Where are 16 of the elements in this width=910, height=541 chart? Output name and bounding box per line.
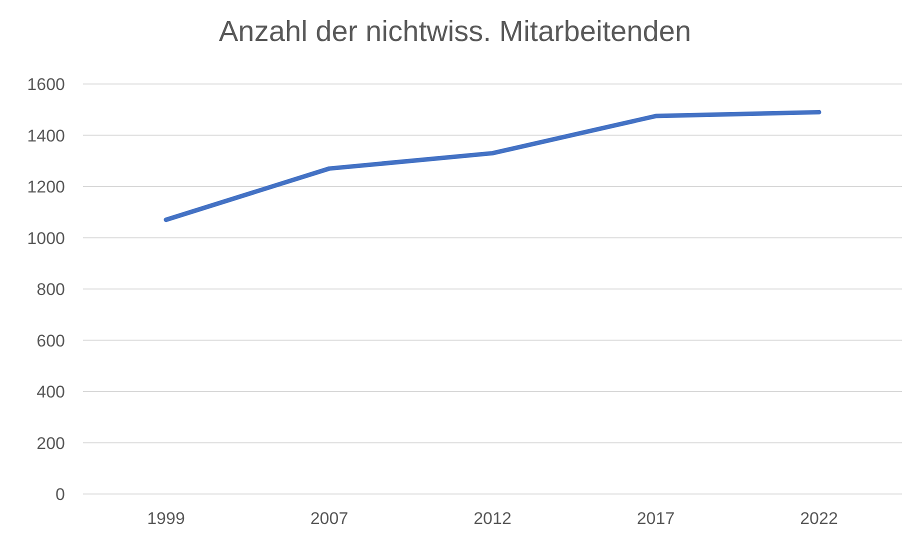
y-tick-label: 200 <box>36 434 65 453</box>
y-tick-label: 0 <box>56 485 65 504</box>
x-tick-label: 2022 <box>800 509 838 528</box>
y-tick-label: 1400 <box>27 126 65 146</box>
y-tick-label: 400 <box>36 382 65 402</box>
line-series <box>164 110 822 222</box>
y-tick-label: 600 <box>36 331 65 350</box>
y-tick-label: 800 <box>36 280 65 300</box>
x-tick-label: 2017 <box>636 509 675 528</box>
y-tick-label: 1200 <box>27 178 65 197</box>
x-tick-label: 2007 <box>310 509 348 528</box>
chart-title: Anzahl der nichtwiss. Mitarbeitenden <box>218 15 692 50</box>
y-tick-label: 1600 <box>27 75 65 94</box>
y-tick-label: 1000 <box>27 228 65 248</box>
x-tick-label: 2012 <box>474 509 512 528</box>
x-tick-label: 1999 <box>147 509 185 528</box>
